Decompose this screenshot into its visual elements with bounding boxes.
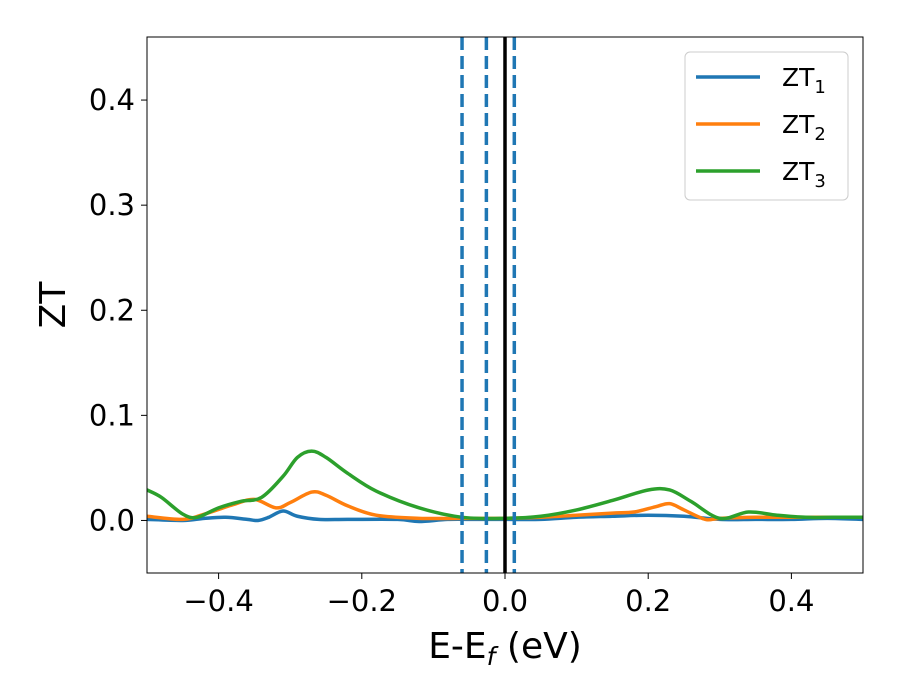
y-tick-label: 0.0 xyxy=(89,503,135,537)
legend-label-zt3: ZT3 xyxy=(782,157,826,192)
x-tick-label: 0.0 xyxy=(482,584,528,618)
y-tick-label: 0.3 xyxy=(89,188,135,222)
x-axis-label: E-Ef (eV) xyxy=(428,626,582,671)
x-tick-label: −0.2 xyxy=(327,584,397,618)
plot-content xyxy=(147,37,863,573)
x-axis-label-unit: (eV) xyxy=(495,626,581,667)
x-axis: −0.4 −0.2 0.0 0.2 0.4 xyxy=(183,573,814,618)
legend-label-zt2: ZT2 xyxy=(782,110,826,145)
x-tick-label: −0.4 xyxy=(183,584,253,618)
y-tick-label: 0.4 xyxy=(89,83,135,117)
x-tick-label: 0.4 xyxy=(768,584,814,618)
x-axis-label-main: E-E xyxy=(428,626,486,667)
series-line-zt3 xyxy=(147,449,863,521)
y-tick-label: 0.2 xyxy=(89,293,135,327)
x-tick-label: 0.2 xyxy=(625,584,671,618)
legend: ZT1 ZT2 ZT3 xyxy=(684,51,849,201)
y-tick-label: 0.1 xyxy=(89,398,135,432)
legend-box xyxy=(684,51,849,201)
y-axis-label: ZT xyxy=(33,281,74,329)
legend-label-zt1: ZT1 xyxy=(782,63,826,98)
y-axis: 0.0 0.1 0.2 0.3 0.4 xyxy=(89,83,147,537)
